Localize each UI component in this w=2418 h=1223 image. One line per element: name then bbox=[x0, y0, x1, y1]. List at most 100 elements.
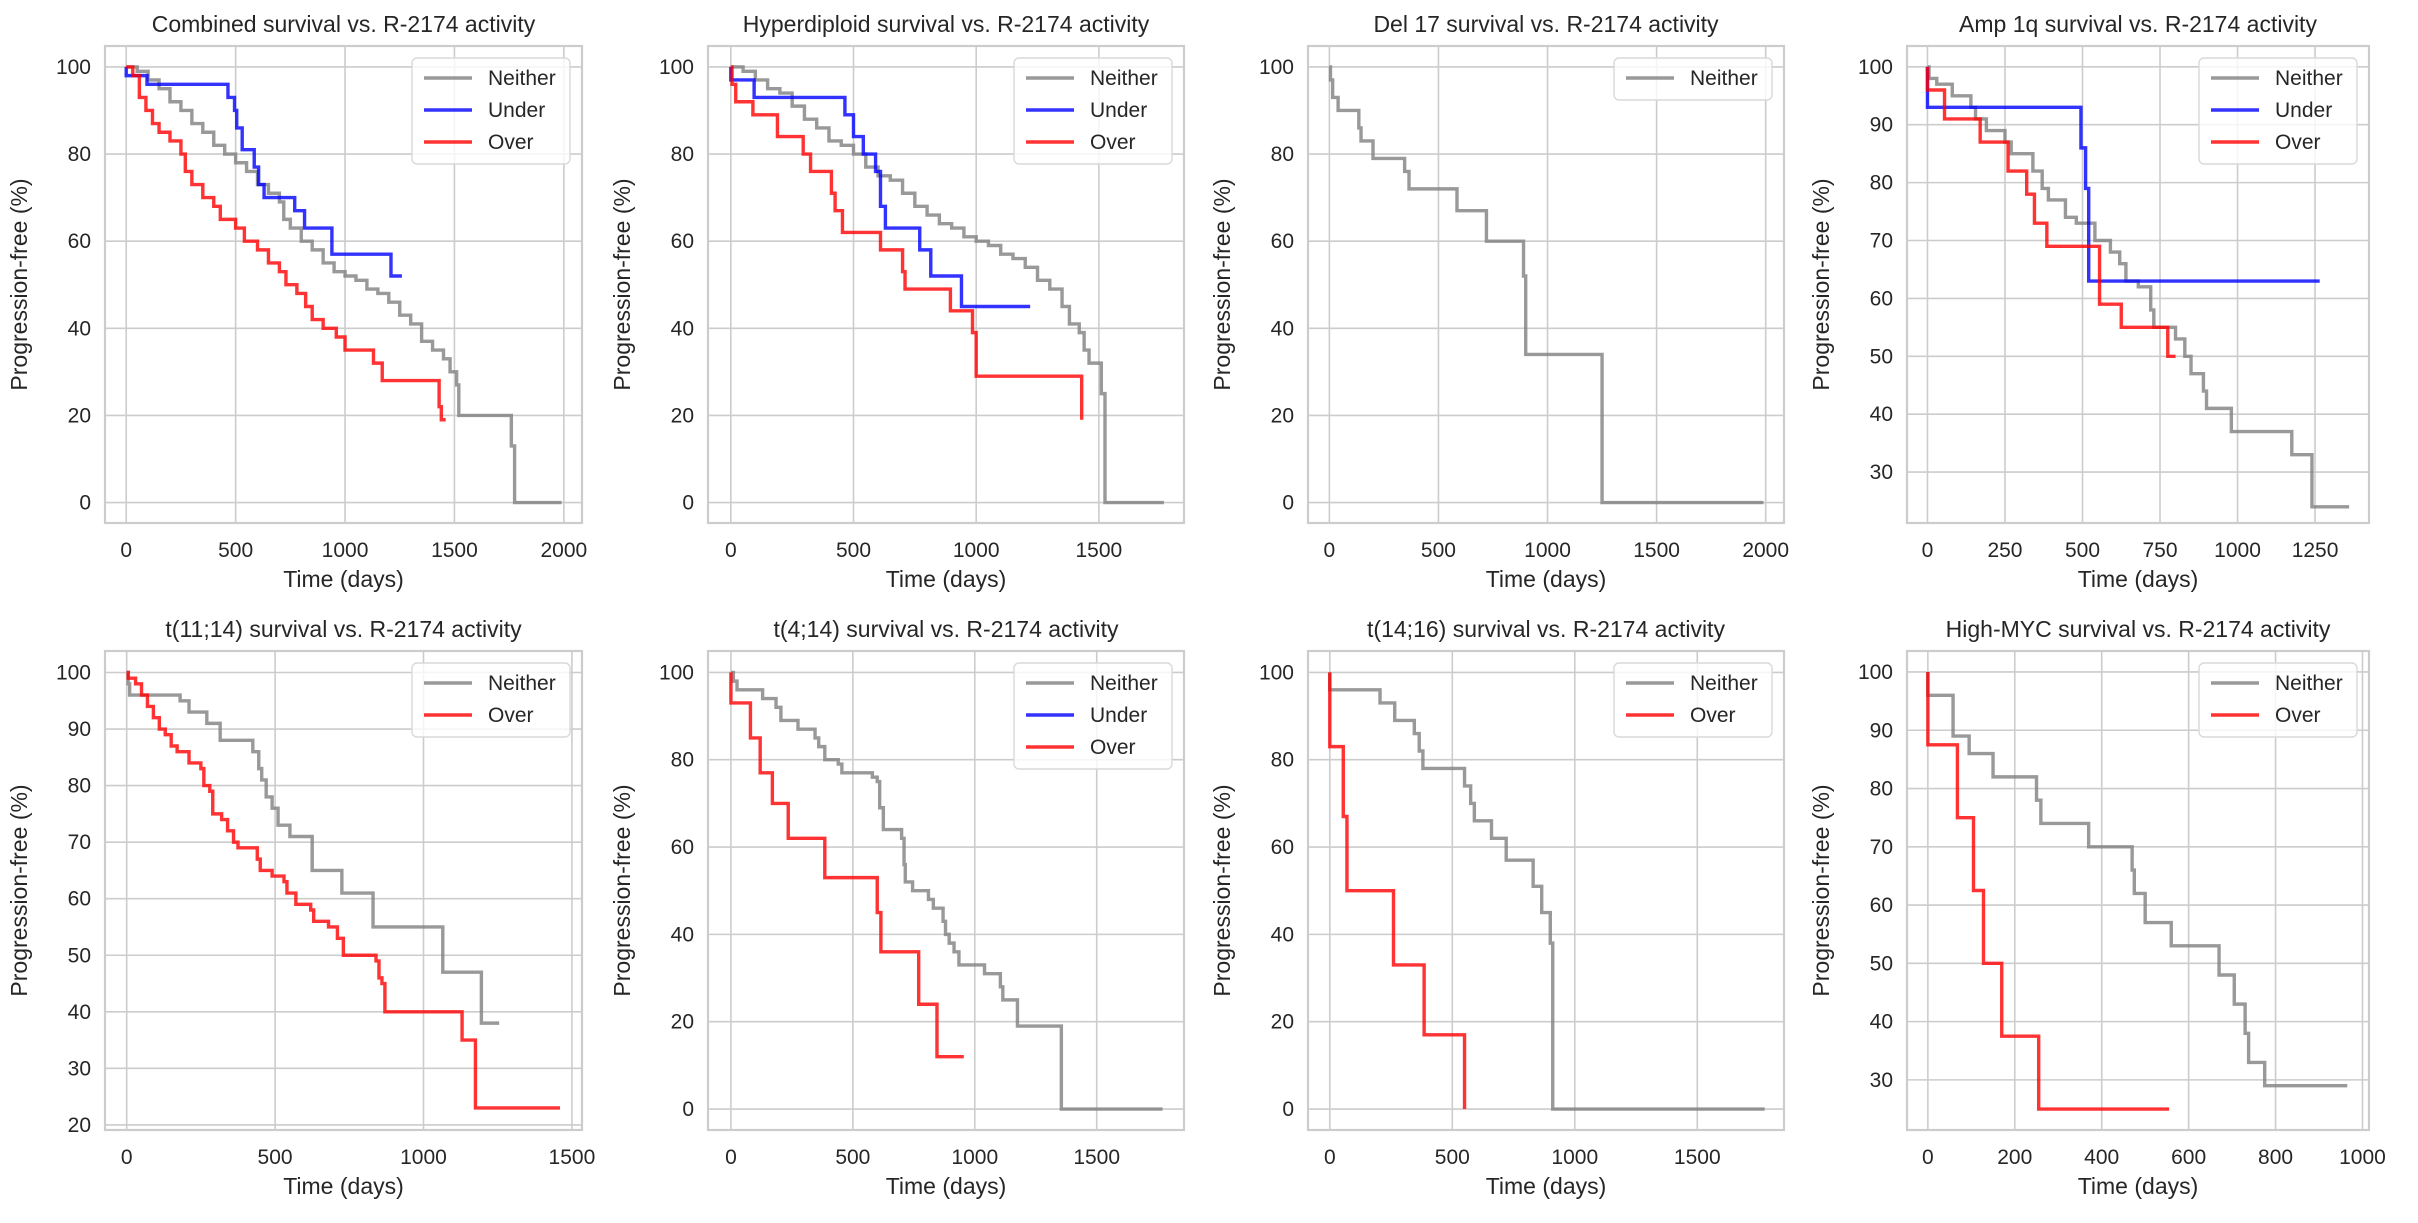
x-tick-label: 1000 bbox=[953, 539, 1000, 562]
y-tick-label: 40 bbox=[671, 923, 694, 946]
y-axis-label: Progression-free (%) bbox=[609, 178, 635, 390]
x-tick-label: 1500 bbox=[1633, 539, 1680, 562]
y-tick-label: 40 bbox=[671, 317, 694, 340]
y-tick-label: 20 bbox=[68, 404, 91, 427]
y-tick-label: 100 bbox=[1858, 661, 1893, 684]
y-tick-label: 80 bbox=[1870, 778, 1893, 801]
y-tick-label: 70 bbox=[1870, 230, 1893, 253]
y-tick-label: 60 bbox=[1870, 287, 1893, 310]
chart-title: Combined survival vs. R-2174 activity bbox=[152, 11, 536, 37]
x-tick-label: 1000 bbox=[322, 539, 369, 562]
legend-label-neither: Neither bbox=[2275, 672, 2343, 695]
legend-label-neither: Neither bbox=[2275, 67, 2343, 90]
legend-label-over: Over bbox=[2275, 704, 2321, 727]
chart-title: Hyperdiploid survival vs. R-2174 activit… bbox=[743, 11, 1150, 37]
y-tick-label: 0 bbox=[682, 1098, 694, 1121]
chart-title: t(14;16) survival vs. R-2174 activity bbox=[1367, 616, 1725, 642]
x-tick-label: 500 bbox=[1435, 1146, 1470, 1169]
legend-box bbox=[1013, 662, 1173, 770]
x-tick-label: 1500 bbox=[431, 539, 478, 562]
x-axis-label: Time (days) bbox=[283, 566, 404, 592]
y-axis-label: Progression-free (%) bbox=[1209, 178, 1235, 390]
panel-t-14-16: 0 500 1000 1500 0 20 40 60 80 100 t(14;16) surviva… bbox=[1209, 616, 1786, 1199]
y-tick-label: 100 bbox=[1259, 661, 1294, 684]
y-tick-label: 70 bbox=[68, 831, 91, 854]
x-tick-label: 1000 bbox=[1551, 1146, 1598, 1169]
y-tick-label: 60 bbox=[68, 888, 91, 911]
series-neither-curve bbox=[126, 670, 500, 1025]
legend-label-neither: Neither bbox=[488, 67, 556, 90]
legend: Neither Over bbox=[411, 662, 571, 738]
legend-label-under: Under bbox=[2275, 99, 2332, 122]
series-neither-curve bbox=[1926, 671, 2348, 1088]
y-tick-label: 40 bbox=[68, 317, 91, 340]
x-tick-label: 800 bbox=[2258, 1146, 2293, 1169]
x-axis-label: Time (days) bbox=[283, 1173, 404, 1199]
y-tick-label: 60 bbox=[68, 230, 91, 253]
y-tick-label: 0 bbox=[682, 492, 694, 515]
legend: Neither Over bbox=[2198, 662, 2358, 738]
series-under-curve bbox=[124, 66, 402, 278]
y-axis-label: Progression-free (%) bbox=[6, 178, 32, 390]
x-tick-label: 1250 bbox=[2292, 539, 2339, 562]
y-tick-label: 20 bbox=[1271, 404, 1294, 427]
x-tick-label: 1500 bbox=[1073, 1146, 1120, 1169]
y-tick-label: 90 bbox=[68, 718, 91, 741]
series-over-curve bbox=[126, 65, 446, 422]
x-tick-label: 0 bbox=[120, 539, 132, 562]
legend-label-under: Under bbox=[488, 99, 545, 122]
chart-title: Del 17 survival vs. R-2174 activity bbox=[1373, 11, 1719, 37]
chart-title: High-MYC survival vs. R-2174 activity bbox=[1946, 616, 2331, 642]
y-tick-label: 80 bbox=[68, 775, 91, 798]
axes-frame bbox=[1905, 44, 2371, 525]
legend-label-neither: Neither bbox=[1690, 67, 1758, 90]
x-tick-label: 2000 bbox=[540, 539, 587, 562]
y-tick-label: 100 bbox=[56, 661, 91, 684]
y-tick-label: 20 bbox=[671, 404, 694, 427]
y-tick-label: 90 bbox=[1870, 719, 1893, 742]
x-tick-label: 0 bbox=[725, 1146, 737, 1169]
panel-high-myc: 0 200 400 600 800 1000 30 40 50 60 70 80 90 100 High-M… bbox=[1808, 616, 2386, 1199]
chart-title: Amp 1q survival vs. R-2174 activity bbox=[1959, 11, 2317, 37]
panel-amp-1q: 0 250 500 750 1000 1250 30 40 50 60 70 80 90 100 Amp 1… bbox=[1808, 11, 2371, 592]
y-tick-label: 40 bbox=[1271, 923, 1294, 946]
x-tick-label: 500 bbox=[835, 1146, 870, 1169]
x-axis-label: Time (days) bbox=[886, 1173, 1007, 1199]
x-tick-label: 1000 bbox=[2339, 1146, 2386, 1169]
y-axis-label: Progression-free (%) bbox=[609, 784, 635, 996]
axes-frame bbox=[1905, 649, 2371, 1132]
axes-frame bbox=[1306, 44, 1786, 525]
y-tick-label: 80 bbox=[1271, 749, 1294, 772]
x-tick-label: 500 bbox=[1421, 539, 1456, 562]
legend-label-over: Over bbox=[488, 131, 534, 154]
series-neither-curve bbox=[730, 670, 1163, 1111]
y-tick-label: 100 bbox=[56, 56, 91, 79]
x-tick-label: 0 bbox=[1324, 539, 1336, 562]
series-over-curve bbox=[1328, 672, 1467, 1110]
x-tick-label: 0 bbox=[1922, 539, 1934, 562]
y-tick-label: 0 bbox=[1282, 1098, 1294, 1121]
axes-frame bbox=[103, 649, 584, 1132]
panel-t-4-14: 0 500 1000 1500 0 20 40 60 80 100 t(4;14) survival… bbox=[609, 616, 1186, 1199]
y-axis-label: Progression-free (%) bbox=[6, 784, 32, 996]
y-tick-label: 60 bbox=[1870, 894, 1893, 917]
y-tick-label: 30 bbox=[68, 1057, 91, 1080]
y-tick-label: 0 bbox=[79, 492, 91, 515]
y-tick-label: 80 bbox=[1271, 143, 1294, 166]
y-tick-label: 70 bbox=[1870, 836, 1893, 859]
panel-combined: 0 500 1000 1500 2000 0 20 40 60 80 100 Combined sur… bbox=[6, 11, 587, 592]
panel-t-11-14: 0 500 1000 1500 20 30 40 50 60 70 80 90 100 t(11;14) … bbox=[6, 616, 595, 1199]
y-tick-label: 60 bbox=[1271, 230, 1294, 253]
series-neither-curve bbox=[1927, 65, 2350, 509]
axes-frame bbox=[706, 649, 1186, 1132]
y-tick-label: 30 bbox=[1870, 461, 1893, 484]
legend-box bbox=[1013, 57, 1173, 165]
legend: Neither Over bbox=[1613, 662, 1773, 738]
legend-label-under: Under bbox=[1090, 704, 1147, 727]
legend-label-under: Under bbox=[1090, 99, 1147, 122]
y-tick-label: 80 bbox=[671, 749, 694, 772]
x-tick-label: 1000 bbox=[2214, 539, 2261, 562]
x-tick-label: 0 bbox=[121, 1146, 133, 1169]
legend-label-over: Over bbox=[2275, 131, 2321, 154]
